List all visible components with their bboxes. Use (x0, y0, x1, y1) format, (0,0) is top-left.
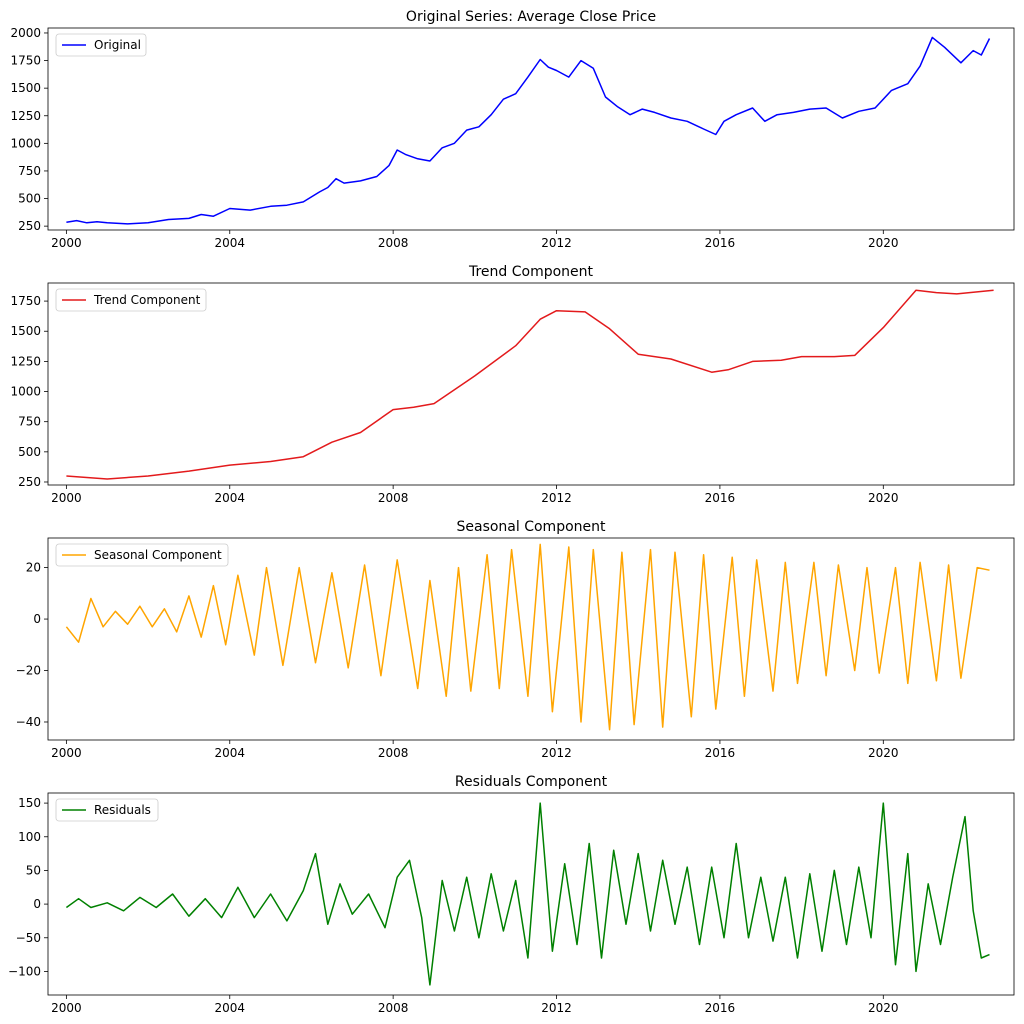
original-x-tick-label: 2000 (51, 236, 82, 250)
trend-y-tick-label: 1750 (10, 294, 41, 308)
original-axes-frame (47, 27, 1015, 231)
original-y-tick-label: 750 (18, 164, 41, 178)
seasonal-y-tick-label: −20 (16, 664, 41, 678)
seasonal-title: Seasonal Component (456, 519, 606, 535)
seasonal-legend-box (55, 543, 229, 567)
trend-x-tick-label: 2000 (51, 491, 82, 505)
seasonal-axes-frame (47, 537, 1015, 741)
residuals-x-tick-label: 2008 (378, 1001, 409, 1015)
original-title: Original Series: Average Close Price (406, 9, 656, 25)
seasonal-x-tick-label: 2008 (378, 746, 409, 760)
original-x-tick-label: 2020 (868, 236, 899, 250)
original-chart: Original Series: Average Close Price 2000… (10, 9, 1015, 250)
seasonal-legend: Seasonal Component (55, 543, 229, 567)
original-y-tick-label: 1750 (10, 54, 41, 68)
original-legend-box (55, 33, 147, 57)
residuals-axes-frame (47, 792, 1015, 996)
trend-x-tick-label: 2016 (705, 491, 736, 505)
seasonal-x-tick-label: 2000 (51, 746, 82, 760)
original-legend: Original (55, 33, 147, 57)
trend-y-tick-label: 750 (18, 415, 41, 429)
trend-y-tick-label: 1500 (10, 324, 41, 338)
original-y-tick-label: 250 (18, 219, 41, 233)
original-x-tick-label: 2008 (378, 236, 409, 250)
residuals-x-tick-label: 2012 (541, 1001, 572, 1015)
residuals-y-tick-label: −100 (8, 964, 41, 978)
seasonal-legend-label: Seasonal Component (94, 548, 222, 562)
original-y-tick-label: 1000 (10, 136, 41, 150)
original-y-tick-label: 1250 (10, 109, 41, 123)
original-x-tick-label: 2016 (705, 236, 736, 250)
original-x-tick-label: 2012 (541, 236, 572, 250)
trend-chart: Trend Component 2000 2004 2008 2012 2016 2020 2… (10, 264, 1015, 505)
residuals-y-tick-label: 100 (18, 830, 41, 844)
trend-legend-box (55, 288, 207, 312)
seasonal-y-tick-label: 0 (33, 612, 41, 626)
trend-y-tick-label: 1250 (10, 354, 41, 368)
trend-y-tick-label: 250 (18, 475, 41, 489)
trend-legend-label: Trend Component (93, 293, 201, 307)
seasonal-y-tick-label: 20 (26, 561, 41, 575)
seasonal-series-line (65, 543, 990, 731)
residuals-y-tick-label: 50 (26, 863, 41, 877)
seasonal-chart: Seasonal Component 2000 2004 2008 2012 2016 20… (16, 519, 1015, 760)
original-legend-label: Original (94, 38, 141, 52)
trend-x-tick-label: 2012 (541, 491, 572, 505)
trend-title: Trend Component (468, 264, 594, 280)
trend-x-tick-label: 2020 (868, 491, 899, 505)
residuals-x-tick-label: 2020 (868, 1001, 899, 1015)
residuals-legend-label: Residuals (94, 803, 151, 817)
residuals-x-tick-label: 2000 (51, 1001, 82, 1015)
residuals-legend-box (55, 798, 159, 822)
residuals-chart: Residuals Component 2000 2004 2008 2012 2016 2… (8, 774, 1015, 1015)
residuals-x-tick-label: 2016 (705, 1001, 736, 1015)
trend-x-tick-label: 2008 (378, 491, 409, 505)
seasonal-x-tick-label: 2016 (705, 746, 736, 760)
residuals-y-tick-label: 0 (33, 897, 41, 911)
residuals-y-tick-label: −50 (16, 931, 41, 945)
trend-legend: Trend Component (55, 288, 207, 312)
seasonal-x-tick-label: 2004 (214, 746, 245, 760)
trend-series-line (66, 289, 994, 480)
seasonal-x-tick-label: 2020 (868, 746, 899, 760)
trend-x-tick-label: 2004 (214, 491, 245, 505)
original-series-line (66, 36, 991, 225)
trend-y-tick-label: 1000 (10, 385, 41, 399)
seasonal-y-tick-label: −40 (16, 715, 41, 729)
residuals-title: Residuals Component (455, 774, 608, 790)
trend-y-tick-label: 500 (18, 445, 41, 459)
residuals-legend: Residuals (55, 798, 159, 822)
original-y-tick-label: 2000 (10, 26, 41, 40)
original-y-tick-label: 500 (18, 192, 41, 206)
residuals-x-tick-label: 2004 (214, 1001, 245, 1015)
residuals-y-tick-label: 150 (18, 796, 41, 810)
residuals-series-line (65, 802, 990, 986)
original-x-tick-label: 2004 (214, 236, 245, 250)
seasonal-x-tick-label: 2012 (541, 746, 572, 760)
trend-axes-frame (47, 282, 1015, 486)
original-y-tick-label: 1500 (10, 81, 41, 95)
